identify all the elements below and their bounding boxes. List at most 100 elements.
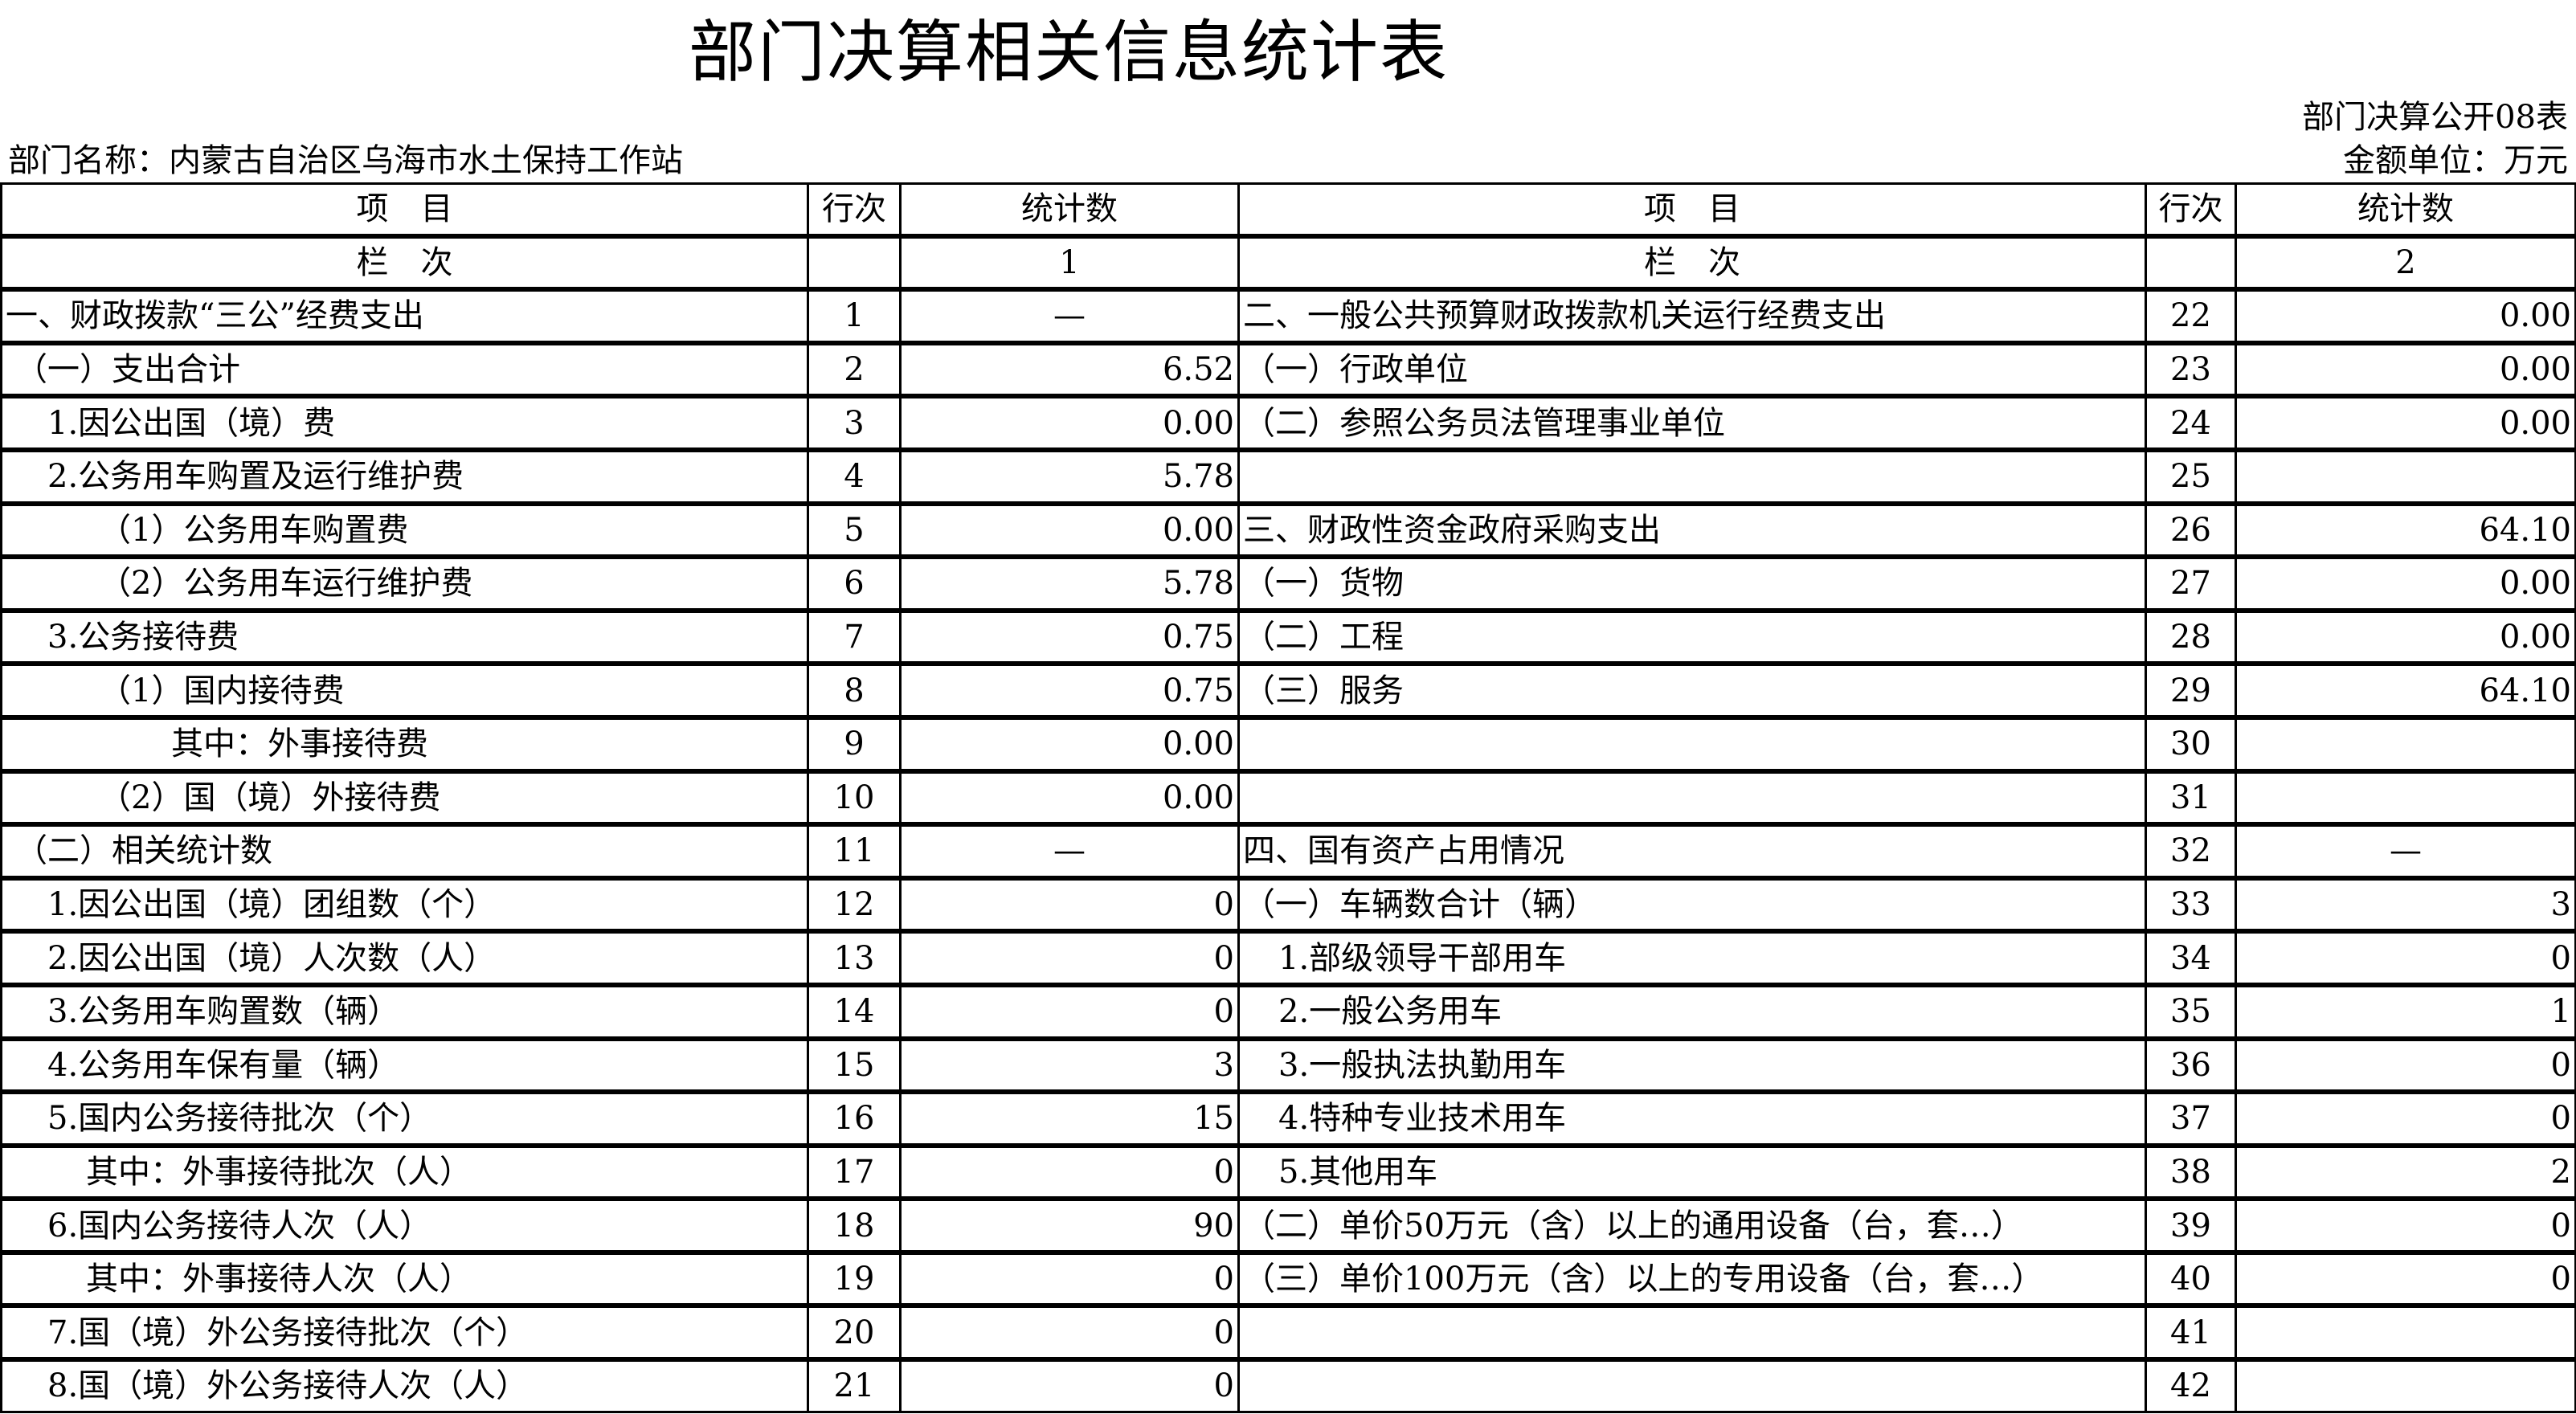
column-number-right: 2 bbox=[2235, 233, 2576, 291]
right-stat-value bbox=[2235, 1357, 2576, 1413]
header-row: 项 目 行次 统计数 项 目 行次 统计数 bbox=[0, 182, 2576, 238]
left-item: 一、财政拨款“三公”经费支出 bbox=[0, 287, 809, 345]
left-line-no: 21 bbox=[807, 1357, 902, 1413]
right-stat-value: 0.00 bbox=[2235, 607, 2576, 665]
left-item: 3.公务接待费 bbox=[0, 607, 809, 665]
left-stat-value: — bbox=[899, 822, 1240, 880]
right-stat-value bbox=[2235, 768, 2576, 826]
header-stat-right: 统计数 bbox=[2235, 182, 2576, 238]
left-item: （2）国（境）外接待费 bbox=[0, 768, 809, 826]
left-item: 4.公务用车保有量（辆） bbox=[0, 1036, 809, 1093]
left-line-no: 1 bbox=[807, 287, 902, 345]
left-line-no: 3 bbox=[807, 394, 902, 452]
right-line-no: 36 bbox=[2145, 1036, 2237, 1093]
right-item: （三）单价100万元（含）以上的专用设备（台，套…） bbox=[1237, 1249, 2147, 1307]
right-stat-value: 0 bbox=[2235, 1036, 2576, 1093]
right-line-no: 40 bbox=[2145, 1249, 2237, 1307]
left-line-no: 9 bbox=[807, 714, 902, 773]
left-line-no: 14 bbox=[807, 982, 902, 1040]
right-stat-value: 0.00 bbox=[2235, 394, 2576, 452]
right-item: （一）货物 bbox=[1237, 554, 2147, 612]
left-line-no: 12 bbox=[807, 875, 902, 933]
header-item-left: 项 目 bbox=[0, 182, 809, 238]
table-row: 1.因公出国（境）团组数（个） 12 0 （一）车辆数合计（辆） 33 3 bbox=[0, 875, 2576, 933]
right-stat-value: 0 bbox=[2235, 1196, 2576, 1254]
right-item: （三）服务 bbox=[1237, 661, 2147, 719]
right-stat-value: 0 bbox=[2235, 1089, 2576, 1147]
table-row: 3.公务接待费 7 0.75 （二）工程 28 0.00 bbox=[0, 607, 2576, 665]
left-item: 3.公务用车购置数（辆） bbox=[0, 982, 809, 1040]
right-line-no: 35 bbox=[2145, 982, 2237, 1040]
left-item: （一）支出合计 bbox=[0, 340, 809, 398]
right-item: （一）行政单位 bbox=[1237, 340, 2147, 398]
table-row: （1）国内接待费 8 0.75 （三）服务 29 64.10 bbox=[0, 661, 2576, 719]
right-line-no: 41 bbox=[2145, 1303, 2237, 1361]
right-item: 四、国有资产占用情况 bbox=[1237, 822, 2147, 880]
right-line-no: 27 bbox=[2145, 554, 2237, 612]
left-stat-value: 0.75 bbox=[899, 661, 1240, 719]
table-row: 其中：外事接待人次（人） 19 0 （三）单价100万元（含）以上的专用设备（台，套…… bbox=[0, 1249, 2576, 1307]
right-item: 5.其他用车 bbox=[1237, 1142, 2147, 1200]
table-row: 1.因公出国（境）费 3 0.00 （二）参照公务员法管理事业单位 24 0.00 bbox=[0, 394, 2576, 452]
right-item bbox=[1237, 768, 2147, 826]
table-row: （二）相关统计数 11— 四、国有资产占用情况 32— bbox=[0, 822, 2576, 880]
left-item: （2）公务用车运行维护费 bbox=[0, 554, 809, 612]
left-item: 1.因公出国（境）费 bbox=[0, 394, 809, 452]
left-stat-value: — bbox=[899, 287, 1240, 345]
right-item: 4.特种专业技术用车 bbox=[1237, 1089, 2147, 1147]
right-line-no: 26 bbox=[2145, 501, 2237, 558]
right-line-no: 28 bbox=[2145, 607, 2237, 665]
right-stat-value: 0.00 bbox=[2235, 287, 2576, 345]
table-row: 4.公务用车保有量（辆） 15 3 3.一般执法执勤用车 36 0 bbox=[0, 1036, 2576, 1093]
empty-cell bbox=[807, 233, 902, 291]
empty-cell bbox=[2145, 233, 2237, 291]
right-line-no: 34 bbox=[2145, 929, 2237, 987]
right-item bbox=[1237, 1303, 2147, 1361]
right-line-no: 31 bbox=[2145, 768, 2237, 826]
left-stat-value: 0 bbox=[899, 1357, 1240, 1413]
table-row: 6.国内公务接待人次（人） 18 90 （二）单价50万元（含）以上的通用设备（台，套… bbox=[0, 1196, 2576, 1254]
left-item: 2.公务用车购置及运行维护费 bbox=[0, 447, 809, 505]
right-item bbox=[1237, 714, 2147, 773]
header-line-no-left: 行次 bbox=[807, 182, 902, 238]
left-stat-value: 0 bbox=[899, 982, 1240, 1040]
right-stat-value: 64.10 bbox=[2235, 661, 2576, 719]
right-stat-value: 3 bbox=[2235, 875, 2576, 933]
left-item: 其中：外事接待批次（人） bbox=[0, 1142, 809, 1200]
left-line-no: 19 bbox=[807, 1249, 902, 1307]
left-line-no: 7 bbox=[807, 607, 902, 665]
right-item: （二）单价50万元（含）以上的通用设备（台，套…） bbox=[1237, 1196, 2147, 1254]
left-stat-value: 3 bbox=[899, 1036, 1240, 1093]
left-item: 2.因公出国（境）人次数（人） bbox=[0, 929, 809, 987]
left-item: 8.国（境）外公务接待人次（人） bbox=[0, 1357, 809, 1413]
right-stat-value bbox=[2235, 447, 2576, 505]
right-item: 1.部级领导干部用车 bbox=[1237, 929, 2147, 987]
right-item: 3.一般执法执勤用车 bbox=[1237, 1036, 2147, 1093]
left-line-no: 10 bbox=[807, 768, 902, 826]
right-line-no: 33 bbox=[2145, 875, 2237, 933]
right-stat-value: 0.00 bbox=[2235, 554, 2576, 612]
header-line-no-right: 行次 bbox=[2145, 182, 2237, 238]
left-item: 5.国内公务接待批次（个） bbox=[0, 1089, 809, 1147]
right-line-no: 23 bbox=[2145, 340, 2237, 398]
left-line-no: 18 bbox=[807, 1196, 902, 1254]
left-stat-value: 0 bbox=[899, 1249, 1240, 1307]
column-number-left: 1 bbox=[899, 233, 1240, 291]
left-stat-value: 15 bbox=[899, 1089, 1240, 1147]
right-stat-value: 0 bbox=[2235, 1249, 2576, 1307]
left-line-no: 11 bbox=[807, 822, 902, 880]
left-stat-value: 6.52 bbox=[899, 340, 1240, 398]
table-row: 7.国（境）外公务接待批次（个） 20 0 41 bbox=[0, 1303, 2576, 1361]
left-line-no: 13 bbox=[807, 929, 902, 987]
table-row: 其中：外事接待费 9 0.00 30 bbox=[0, 714, 2576, 773]
right-line-no: 29 bbox=[2145, 661, 2237, 719]
left-stat-value: 90 bbox=[899, 1196, 1240, 1254]
left-stat-value: 5.78 bbox=[899, 447, 1240, 505]
left-item: 6.国内公务接待人次（人） bbox=[0, 1196, 809, 1254]
right-line-no: 39 bbox=[2145, 1196, 2237, 1254]
left-line-no: 15 bbox=[807, 1036, 902, 1093]
right-line-no: 42 bbox=[2145, 1357, 2237, 1413]
right-line-no: 38 bbox=[2145, 1142, 2237, 1200]
left-stat-value: 0 bbox=[899, 1303, 1240, 1361]
right-item: 2.一般公务用车 bbox=[1237, 982, 2147, 1040]
